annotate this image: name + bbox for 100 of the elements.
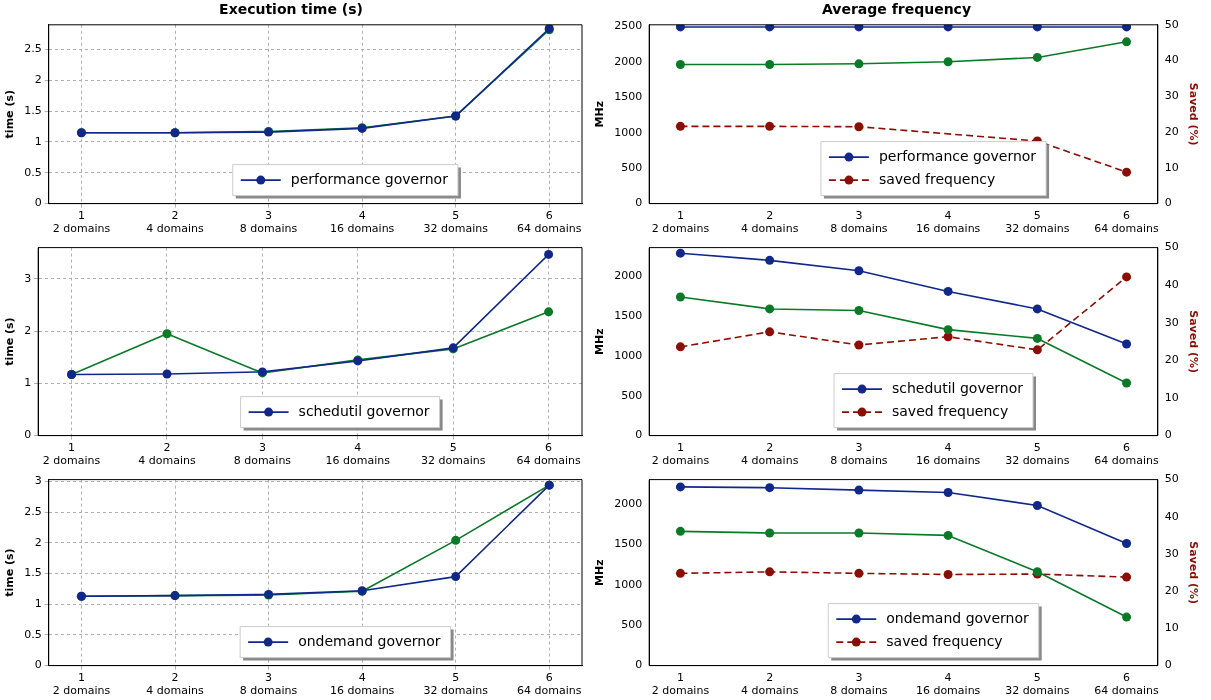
x-tick-label: 6 64 domains xyxy=(517,209,582,236)
legend-label: schedutil governor xyxy=(891,379,1024,396)
y-tick-label: 0 xyxy=(635,658,643,672)
x-tick-label: 1 2 domains xyxy=(651,209,710,236)
y-tick-label: 0.5 xyxy=(24,627,42,641)
y-tick-label: 0 xyxy=(34,196,42,210)
y-tick-label: 2000 xyxy=(614,269,643,283)
y-tick-label: 2 xyxy=(24,324,32,338)
x-tick-label: 4 16 domains xyxy=(915,441,981,468)
y-tick-label: 500 xyxy=(621,618,643,632)
x-tick-label: 3 8 domains xyxy=(830,671,888,698)
y2-tick-label: 50 xyxy=(1164,240,1179,254)
x-tick-label: 4 16 domains xyxy=(915,209,981,236)
y2-tick-label: 20 xyxy=(1164,353,1179,367)
x-tick-label: 3 8 domains xyxy=(830,209,888,236)
y-tick-label: 3 xyxy=(24,271,32,285)
y2-tick-label: 0 xyxy=(1164,196,1172,210)
y-tick-label: 0 xyxy=(34,658,42,672)
y-tick-label: 500 xyxy=(621,388,643,402)
y-tick-label: 3 xyxy=(34,474,42,488)
legend-label: ondemand governor xyxy=(298,632,441,649)
x-tick-label: 6 64 domains xyxy=(1094,441,1160,468)
y-tick-label: 1500 xyxy=(614,308,643,322)
y-axis-title: time (s) xyxy=(3,90,17,139)
y-tick-label: 0.5 xyxy=(24,165,42,179)
x-tick-label: 4 16 domains xyxy=(329,209,395,236)
x-tick-label: 5 32 domains xyxy=(1005,209,1070,236)
y2-axis-title: Saved (%) xyxy=(1186,541,1200,604)
x-tick-label: 2 4 domains xyxy=(146,671,204,698)
y2-tick-label: 10 xyxy=(1164,160,1179,174)
y2-tick-label: 30 xyxy=(1164,315,1179,329)
y-tick-label: 0 xyxy=(635,428,643,442)
y-tick-label: 1000 xyxy=(614,125,643,139)
x-tick-label: 4 16 domains xyxy=(329,671,395,698)
x-tick-label: 1 2 domains xyxy=(651,441,710,468)
y2-tick-label: 10 xyxy=(1164,621,1179,635)
y-tick-label: 2.5 xyxy=(24,504,42,518)
y2-tick-label: 20 xyxy=(1164,584,1179,598)
x-tick-label: 5 32 domains xyxy=(423,209,489,236)
legend-label: performance governor xyxy=(290,170,449,187)
chart-title: Average frequency xyxy=(821,1,972,18)
y-tick-label: 2000 xyxy=(614,496,643,510)
y-tick-label: 0 xyxy=(635,196,643,210)
legend-label: saved frequency xyxy=(886,632,1003,649)
x-tick-label: 3 8 domains xyxy=(239,671,298,698)
x-tick-label: 2 4 domains xyxy=(146,209,204,236)
y-tick-label: 1000 xyxy=(614,348,643,362)
x-tick-label: 1 2 domains xyxy=(52,209,111,236)
y2-tick-label: 40 xyxy=(1164,278,1179,292)
x-tick-label: 3 8 domains xyxy=(239,209,298,236)
x-tick-label: 6 64 domains xyxy=(516,441,582,468)
x-tick-label: 3 8 domains xyxy=(233,441,292,468)
x-tick-label: 4 16 domains xyxy=(325,441,391,468)
x-tick-label: 5 32 domains xyxy=(1005,671,1070,698)
y-tick-label: 1500 xyxy=(614,537,643,551)
legend-label: saved frequency xyxy=(878,170,996,187)
x-tick-label: 5 32 domains xyxy=(1005,441,1070,468)
x-tick-label: 3 8 domains xyxy=(830,441,888,468)
y-tick-label: 1 xyxy=(24,376,32,390)
y-tick-label: 2000 xyxy=(614,54,643,68)
y-tick-label: 0 xyxy=(24,428,32,442)
y-tick-label: 1500 xyxy=(614,90,643,104)
y2-tick-label: 0 xyxy=(1164,428,1172,442)
x-tick-label: 1 2 domains xyxy=(52,671,111,698)
x-tick-label: 2 4 domains xyxy=(740,441,799,468)
y2-axis-title: Saved (%) xyxy=(1186,82,1200,146)
y-axis-title: time (s) xyxy=(3,548,17,597)
y2-tick-label: 30 xyxy=(1164,546,1179,560)
y-tick-label: 2 xyxy=(34,73,42,87)
y-axis-title: time (s) xyxy=(3,317,17,366)
y2-tick-label: 50 xyxy=(1164,17,1179,31)
y-tick-label: 2 xyxy=(34,535,42,549)
y-tick-label: 500 xyxy=(621,160,643,174)
x-tick-label: 2 4 domains xyxy=(138,441,196,468)
y-axis-title: MHz xyxy=(593,328,607,355)
x-tick-label: 6 64 domains xyxy=(1094,209,1160,236)
y-tick-label: 2500 xyxy=(614,19,643,33)
x-tick-label: 2 4 domains xyxy=(740,671,799,698)
legend-label: saved frequency xyxy=(891,402,1009,419)
y-tick-label: 1.5 xyxy=(24,103,42,117)
x-tick-label: 4 16 domains xyxy=(915,671,981,698)
x-tick-label: 1 2 domains xyxy=(42,441,101,468)
legend-label: schedutil governor xyxy=(298,402,430,419)
y-tick-label: 1000 xyxy=(614,577,643,591)
x-tick-label: 5 32 domains xyxy=(423,671,489,698)
x-tick-label: 5 32 domains xyxy=(420,441,486,468)
y-axis-title: MHz xyxy=(593,100,607,128)
y2-tick-label: 10 xyxy=(1164,390,1179,404)
chart-title: Execution time (s) xyxy=(219,1,363,18)
y2-tick-label: 30 xyxy=(1164,89,1179,103)
y-axis-title: MHz xyxy=(593,559,607,586)
y2-axis-title: Saved (%) xyxy=(1186,310,1200,373)
x-tick-label: 6 64 domains xyxy=(1094,671,1160,698)
y2-tick-label: 40 xyxy=(1164,509,1179,523)
legend-label: ondemand governor xyxy=(886,609,1029,626)
y-tick-label: 1.5 xyxy=(24,566,42,580)
y2-tick-label: 50 xyxy=(1164,472,1179,486)
x-tick-label: 6 64 domains xyxy=(517,671,582,698)
y2-tick-label: 0 xyxy=(1164,658,1172,672)
y-tick-label: 1 xyxy=(34,597,42,611)
